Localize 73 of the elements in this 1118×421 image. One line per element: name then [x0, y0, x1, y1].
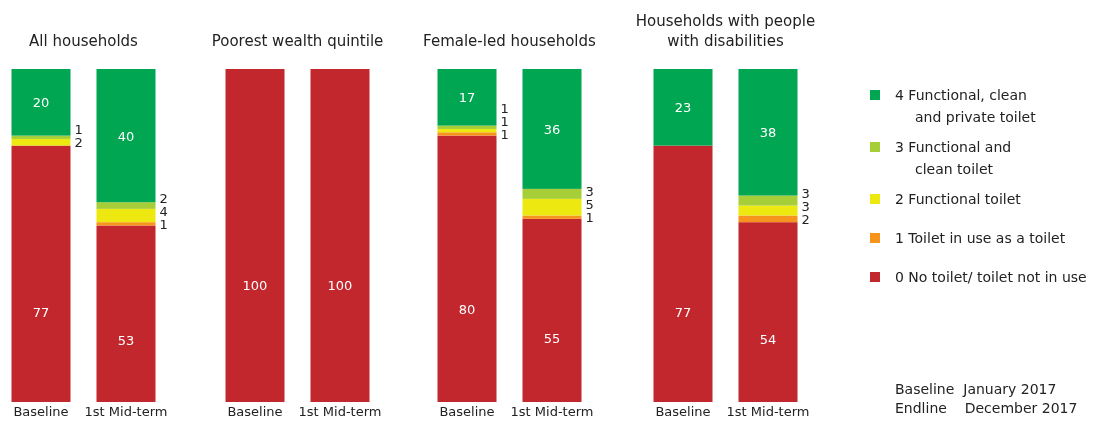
legend-label: 1 Toilet in use as a toilet [895, 230, 1066, 246]
x-tick-label: Baseline [439, 404, 495, 419]
data-label: 2 [159, 190, 168, 206]
bar [96, 225, 156, 402]
bar [522, 188, 582, 199]
bar [437, 132, 497, 136]
chart-title: Female-led households [423, 32, 597, 50]
data-label: 17 [458, 90, 476, 106]
data-label: 5 [585, 197, 594, 213]
data-label: 54 [759, 332, 777, 348]
data-label: 77 [674, 305, 692, 321]
bar [11, 138, 71, 146]
bar [96, 222, 156, 226]
x-tick-label: 1st Mid-term [726, 404, 810, 419]
data-label: 1 [585, 210, 594, 226]
data-label: 38 [759, 125, 777, 141]
bar [653, 69, 713, 146]
bar [522, 215, 582, 219]
bar [11, 69, 71, 136]
data-label: 20 [32, 95, 50, 111]
data-label: 55 [543, 330, 561, 346]
bar [11, 145, 71, 402]
data-label: 2 [801, 211, 810, 227]
bar [738, 222, 798, 402]
bar [437, 69, 497, 126]
bar [96, 202, 156, 209]
data-label: 1 [159, 216, 168, 232]
data-label: 80 [458, 301, 476, 317]
bar [653, 145, 713, 402]
bar [522, 218, 582, 402]
bar [437, 125, 497, 129]
data-label: 100 [327, 278, 353, 294]
data-label: 3 [585, 184, 594, 200]
bar [11, 135, 71, 139]
data-label: 1 [500, 113, 509, 129]
chart-title: All households [29, 32, 139, 50]
bar [96, 69, 156, 203]
bar [437, 128, 497, 133]
legend-label: 0 No toilet/ toilet not in use [895, 269, 1087, 285]
bar [522, 69, 582, 189]
data-label: 2 [74, 135, 83, 151]
data-label: 77 [32, 305, 50, 321]
bar [437, 135, 497, 402]
data-label: 3 [801, 198, 810, 214]
data-label: 1 [74, 122, 83, 138]
x-tick-label: Baseline [655, 404, 711, 419]
data-label: 23 [674, 100, 692, 116]
bar [738, 215, 798, 223]
legend-label: 4 Functional, clean and private toilet [895, 87, 1037, 125]
data-label: 40 [117, 128, 135, 144]
legend-label: 3 Functional and clean toilet [895, 139, 1012, 177]
chart-title: Poorest wealth quintile [211, 32, 384, 50]
x-tick-label: 1st Mid-term [510, 404, 594, 419]
bar [738, 69, 798, 196]
x-tick-label: 1st Mid-term [84, 404, 168, 419]
data-label: 4 [159, 203, 168, 219]
data-label: 1 [500, 100, 509, 116]
data-label: 36 [543, 121, 561, 137]
bar [522, 198, 582, 216]
text: Endline December 2017 [895, 400, 1078, 416]
bar [738, 195, 798, 206]
x-tick-label: Baseline [227, 404, 283, 419]
x-tick-label: Baseline [13, 404, 69, 419]
data-label: 53 [117, 333, 135, 349]
bar [738, 205, 798, 216]
bar [96, 208, 156, 223]
text: Baseline January 2017 [895, 381, 1057, 397]
chart-title: Households with people with disabilities [635, 12, 816, 50]
x-tick-label: 1st Mid-term [298, 404, 382, 419]
legend-label: 2 Functional toilet [895, 191, 1022, 207]
data-label: 1 [500, 126, 509, 142]
data-label: 3 [801, 185, 810, 201]
data-label: 100 [242, 278, 268, 294]
